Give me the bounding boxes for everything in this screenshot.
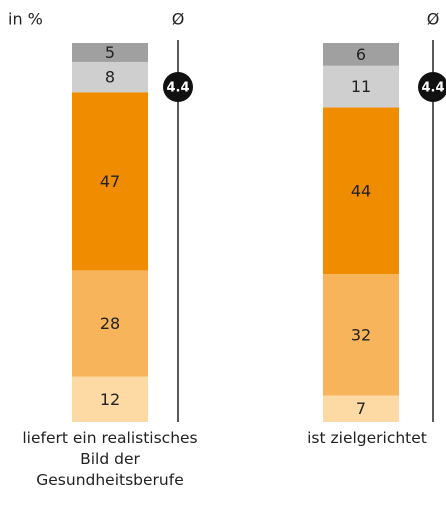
avg-marker bbox=[418, 72, 446, 102]
data-label: 7 bbox=[356, 399, 366, 418]
bar-segment bbox=[323, 107, 399, 275]
avg-symbol: Ø bbox=[172, 10, 185, 29]
bar-segment bbox=[323, 395, 399, 422]
data-label: 8 bbox=[105, 68, 115, 87]
avg-label: 4.4 bbox=[166, 81, 189, 96]
data-label: 28 bbox=[100, 314, 120, 333]
avg-symbol: Ø bbox=[427, 10, 440, 29]
data-label: 5 bbox=[105, 43, 115, 62]
data-label: 47 bbox=[100, 172, 120, 191]
unit-label: in % bbox=[8, 10, 43, 29]
bar-segment bbox=[323, 274, 399, 396]
data-label: 32 bbox=[351, 325, 371, 344]
bar-segment bbox=[323, 65, 399, 108]
avg-marker bbox=[163, 72, 193, 102]
bar-segment bbox=[323, 43, 399, 66]
category-label: ist zielgerichtet bbox=[307, 429, 427, 447]
bar-segment bbox=[72, 270, 148, 377]
bar-segment bbox=[72, 61, 148, 93]
avg-label: 4.4 bbox=[421, 81, 444, 96]
bar-segment bbox=[72, 376, 148, 422]
data-label: 44 bbox=[351, 181, 371, 200]
data-label: 12 bbox=[100, 390, 120, 409]
data-label: 6 bbox=[356, 45, 366, 64]
bar-segment bbox=[72, 92, 148, 271]
bar-segment bbox=[72, 43, 148, 62]
data-label: 11 bbox=[351, 77, 371, 96]
category-label: liefert ein realistisches Bild der Gesun… bbox=[22, 429, 198, 489]
